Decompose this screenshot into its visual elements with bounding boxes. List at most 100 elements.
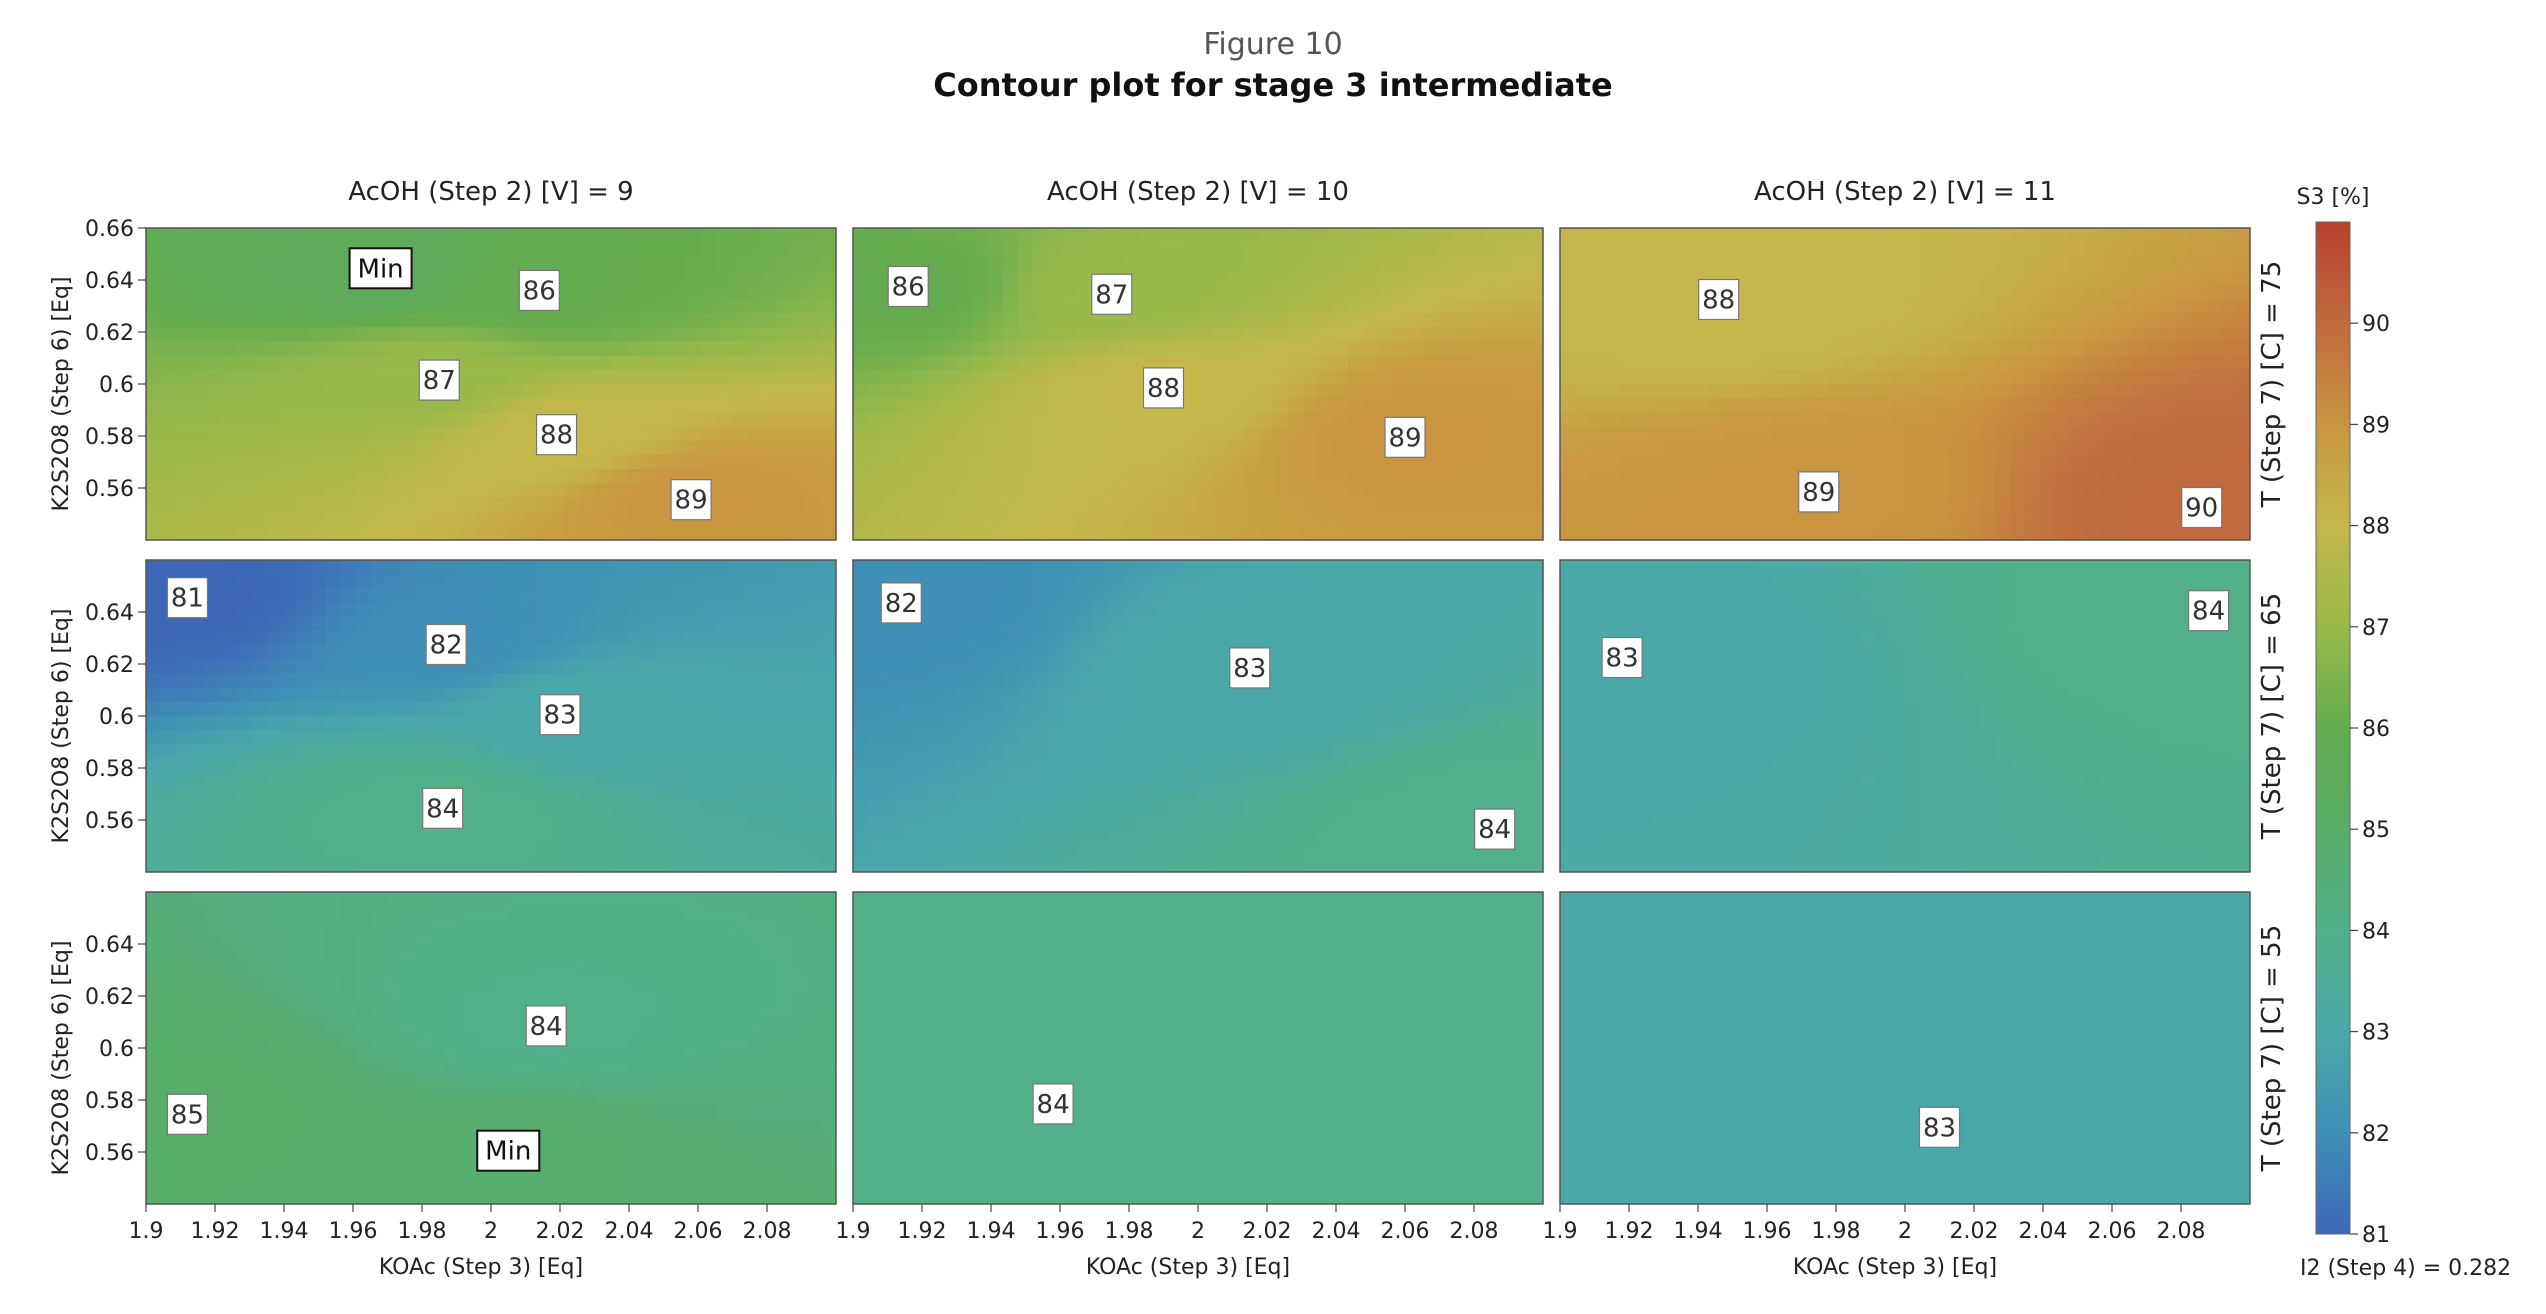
surface-cell (476, 327, 492, 343)
surface-cell (236, 801, 252, 816)
surface-cell (416, 298, 432, 314)
surface-cell (2025, 412, 2041, 428)
surface-cell (2085, 228, 2101, 243)
surface-cell (1333, 341, 1349, 357)
surface-cell (311, 659, 327, 675)
surface-cell (221, 772, 237, 788)
surface-cell (1333, 801, 1349, 816)
surface-cell (868, 426, 884, 442)
surface-cell (251, 786, 267, 802)
surface-cell (221, 687, 237, 703)
surface-cell (746, 630, 762, 646)
surface-cell (1198, 228, 1214, 243)
surface-cell (958, 758, 974, 774)
surface-cell (1378, 630, 1394, 646)
surface-cell (1980, 369, 1996, 385)
surface-cell (1003, 454, 1019, 470)
surface-cell (446, 716, 462, 731)
surface-cell (206, 384, 222, 399)
surface-cell (1213, 758, 1229, 774)
surface-cell (1018, 398, 1034, 413)
surface-cell (1468, 602, 1484, 618)
surface-cell (1348, 801, 1364, 816)
surface-cell (1980, 511, 1996, 527)
surface-cell (1303, 228, 1319, 243)
surface-cell (176, 469, 192, 484)
surface-cell (1438, 588, 1454, 604)
surface-cell (853, 659, 869, 675)
surface-cell (251, 384, 267, 399)
surface-cell (2220, 341, 2236, 357)
surface-cell (236, 341, 252, 357)
surface-cell (2220, 426, 2236, 442)
surface-cell (1123, 744, 1139, 760)
surface-cell (1288, 786, 1304, 802)
surface-cell (266, 616, 282, 632)
surface-cell (416, 327, 432, 343)
surface-cell (341, 659, 357, 675)
surface-cell (973, 659, 989, 675)
surface-cell (853, 758, 869, 774)
surface-cell (701, 630, 717, 646)
surface-cell (731, 659, 747, 675)
surface-cell (731, 313, 747, 328)
surface-cell (341, 588, 357, 604)
surface-cell (386, 341, 402, 357)
surface-cell (1033, 228, 1049, 243)
surface-cell (1213, 369, 1229, 385)
surface-cell (1378, 369, 1394, 385)
surface-cell (401, 426, 417, 442)
surface-cell (1123, 525, 1139, 540)
surface-cell (371, 673, 387, 689)
surface-cell (506, 843, 522, 859)
surface-cell (281, 701, 297, 717)
surface-cell (868, 525, 884, 540)
surface-cell (776, 687, 792, 703)
surface-cell (1378, 616, 1394, 632)
surface-cell (1830, 313, 1846, 328)
surface-cell (1438, 659, 1454, 675)
surface-cell (1965, 355, 1981, 371)
surface-cell (566, 469, 582, 484)
surface-cell (1393, 730, 1409, 745)
surface-cell (1665, 341, 1681, 357)
surface-cell (1438, 412, 1454, 428)
surface-cell (883, 829, 899, 845)
surface-cell (791, 758, 807, 774)
surface-cell (1273, 355, 1289, 371)
surface-cell (1048, 673, 1064, 689)
surface-cell (521, 398, 537, 413)
surface-cell (973, 341, 989, 357)
surface-cell (1153, 716, 1169, 731)
surface-cell (1093, 313, 1109, 328)
surface-cell (611, 440, 627, 456)
surface-cell (1108, 645, 1124, 660)
surface-cell (236, 440, 252, 456)
surface-cell (2145, 298, 2161, 314)
surface-cell (236, 369, 252, 385)
surface-cell (1168, 242, 1184, 257)
surface-cell (596, 730, 612, 745)
surface-cell (1318, 843, 1334, 859)
surface-cell (1243, 284, 1259, 300)
surface-cell (281, 298, 297, 314)
surface-cell (311, 483, 327, 499)
surface-cell (1363, 384, 1379, 399)
surface-cell (1273, 525, 1289, 540)
surface-cell (371, 369, 387, 385)
surface-cell (1740, 270, 1756, 286)
surface-cell (446, 829, 462, 845)
surface-cell (2205, 242, 2221, 257)
surface-cell (266, 602, 282, 618)
surface-cell (506, 730, 522, 745)
surface-cell (1258, 426, 1274, 442)
surface-cell (761, 525, 777, 540)
surface-cell (206, 469, 222, 484)
surface-cell (326, 815, 342, 831)
surface-cell (1093, 630, 1109, 646)
surface-cell (1393, 384, 1409, 399)
surface-cell (2040, 355, 2056, 371)
surface-cell (1303, 298, 1319, 314)
surface-cell (536, 483, 552, 499)
surface-cell (1620, 426, 1636, 442)
